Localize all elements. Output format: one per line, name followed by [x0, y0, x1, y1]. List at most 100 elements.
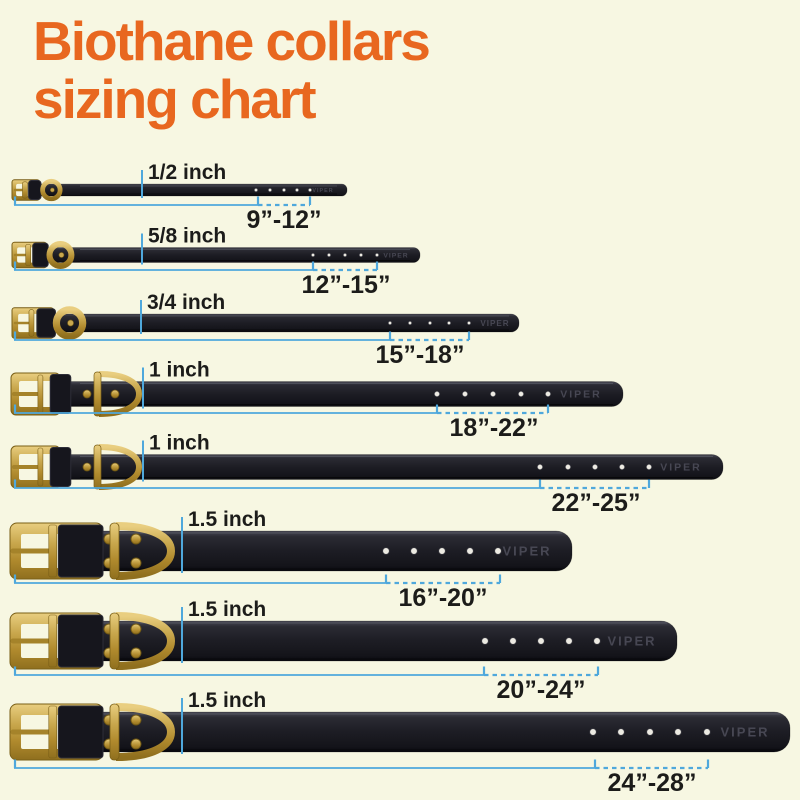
rivet-icon: [130, 714, 142, 726]
width-label: 1/2 inch: [148, 161, 226, 184]
width-label: 1.5 inch: [188, 598, 266, 621]
rivet-icon: [130, 623, 142, 635]
d-ring-icon: [115, 703, 176, 761]
rivet-icon: [130, 647, 142, 659]
width-label: 1.5 inch: [188, 689, 266, 712]
buckle-hole: [646, 728, 654, 736]
collar-row: VIPER 1 inch 18”-22”: [10, 359, 624, 442]
buckle-hole: [281, 187, 287, 193]
strap-keeper: [36, 308, 56, 338]
rivet-icon: [130, 557, 142, 569]
buckle-bar-icon: [28, 309, 35, 337]
buckle-hole: [593, 637, 601, 645]
strap-keeper: [57, 705, 104, 759]
size-range-label: 15”-18”: [376, 341, 465, 369]
d-ring-bar-icon: [109, 522, 120, 580]
buckle-hole: [466, 547, 474, 555]
chart-title-line2: sizing chart: [33, 68, 317, 130]
rivet-icon: [130, 738, 142, 750]
brand-text: VIPER: [560, 389, 602, 401]
width-label: 1.5 inch: [188, 508, 266, 531]
buckle-hole: [427, 320, 433, 326]
d-ring-bar-icon: [109, 612, 120, 670]
width-label: 1 inch: [149, 432, 210, 455]
buckle-hole: [342, 252, 348, 258]
buckle-hole: [703, 728, 711, 736]
collar-row: VIPER 1.5 inch 24”-28”: [9, 689, 791, 797]
buckle-hole: [494, 547, 502, 555]
buckle-hole: [446, 320, 452, 326]
buckle-hole: [481, 637, 489, 645]
rivet-icon: [110, 462, 120, 472]
buckle-hole: [410, 547, 418, 555]
size-range-label: 9”-12”: [246, 206, 321, 234]
buckle-bar-icon: [37, 374, 44, 414]
collar-row: VIPER 1.5 inch 20”-24”: [9, 598, 678, 704]
buckle-hole: [310, 252, 316, 258]
chart-title: Biothane collars sizing chart: [33, 10, 431, 130]
buckle-hole: [461, 390, 469, 398]
rivet-icon: [67, 319, 74, 327]
d-ring-icon: [115, 612, 176, 670]
buckle-hole: [267, 187, 273, 193]
d-ring-bar-icon: [93, 371, 102, 417]
rivet-icon: [58, 252, 65, 258]
buckle-hole: [564, 463, 572, 471]
collar-row: VIPER 1 inch 22”-25”: [10, 432, 724, 517]
brand-text: VIPER: [383, 252, 408, 259]
chart-title-line1: Biothane collars: [33, 10, 431, 72]
buckle-hole: [326, 252, 332, 258]
strap-keeper: [57, 524, 104, 578]
width-label: 5/8 inch: [148, 225, 226, 248]
strap-keeper: [49, 373, 72, 415]
strap-keeper: [32, 242, 49, 268]
rivet-icon: [110, 389, 120, 399]
o-ring-icon: [40, 178, 63, 202]
brand-text: VIPER: [660, 462, 702, 474]
buckle-bar-icon: [25, 243, 32, 267]
size-range-label: 22”-25”: [552, 489, 641, 517]
d-ring-bar-icon: [93, 444, 102, 490]
buckle-hole: [617, 728, 625, 736]
buckle-hole: [589, 728, 597, 736]
d-ring-bar-icon: [109, 703, 120, 761]
strap-keeper: [57, 614, 104, 668]
buckle-hole: [438, 547, 446, 555]
buckle-hole: [509, 637, 517, 645]
buckle-hole: [253, 187, 259, 193]
strap-keeper: [49, 446, 72, 488]
d-ring-icon: [98, 444, 143, 490]
brand-text: VIPER: [502, 544, 551, 559]
rivet-icon: [82, 462, 92, 472]
buckle-hole: [536, 463, 544, 471]
collar-strap: [33, 620, 678, 662]
size-range-label: 20”-24”: [497, 676, 586, 704]
collar-strap: [33, 381, 624, 407]
brand-text: VIPER: [480, 319, 509, 328]
buckle-bar-icon: [48, 705, 58, 759]
buckle-bar-icon: [48, 524, 58, 578]
width-label: 1 inch: [149, 359, 210, 382]
buckle-hole: [466, 320, 472, 326]
size-range-label: 18”-22”: [450, 414, 539, 442]
rivet-icon: [82, 389, 92, 399]
collar-row: VIPER 1/2 inch 9”-12”: [11, 161, 348, 234]
buckle-hole: [517, 390, 525, 398]
buckle-hole: [358, 252, 364, 258]
buckle-hole: [407, 320, 413, 326]
size-range-label: 12”-15”: [302, 271, 391, 299]
buckle-hole: [387, 320, 393, 326]
d-ring-icon: [115, 522, 176, 580]
collar-row: VIPER 3/4 inch 15”-18”: [11, 291, 520, 369]
size-range-label: 16”-20”: [399, 584, 488, 612]
buckle-hole: [537, 637, 545, 645]
buckle-hole: [382, 547, 390, 555]
collar-strap: [33, 313, 520, 333]
brand-text: VIPER: [312, 188, 333, 194]
buckle-bar-icon: [48, 614, 58, 668]
buckle-hole: [591, 463, 599, 471]
collar-row: VIPER 5/8 inch 12”-15”: [11, 225, 421, 299]
d-ring-icon: [98, 371, 143, 417]
buckle-hole: [294, 187, 300, 193]
